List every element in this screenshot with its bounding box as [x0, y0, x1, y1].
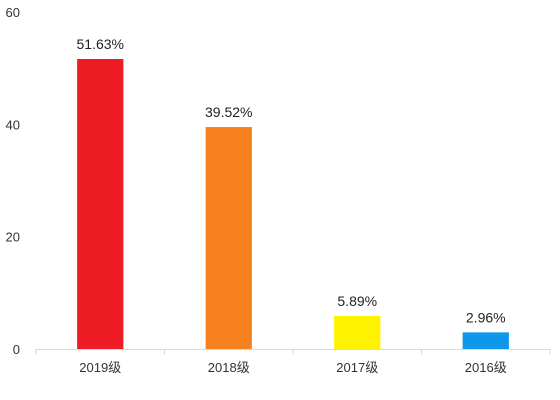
data-label: 51.63% [77, 36, 124, 52]
bars: 51.63% 39.52% 5.89% 2.96% [77, 36, 509, 350]
bar-1 [77, 59, 124, 349]
x-category-label: 2016级 [465, 360, 507, 375]
bar-3 [334, 315, 381, 349]
x-category-label: 2018级 [208, 360, 250, 375]
data-label: 39.52% [205, 104, 252, 120]
x-axis: 2019级 2018级 2017级 2016级 [35, 349, 551, 375]
y-tick-label: 0 [13, 342, 20, 357]
x-category-label: 2017级 [336, 360, 378, 375]
y-tick-label: 60 [6, 5, 20, 20]
y-tick-label: 40 [6, 117, 20, 132]
y-axis: 0 20 40 60 [6, 5, 20, 357]
bar-2 [205, 127, 252, 350]
x-category-label: 2019级 [79, 360, 121, 375]
bar-4 [462, 332, 509, 349]
y-tick-label: 20 [6, 230, 20, 245]
data-label: 5.89% [337, 293, 377, 309]
data-label: 2.96% [466, 309, 506, 325]
